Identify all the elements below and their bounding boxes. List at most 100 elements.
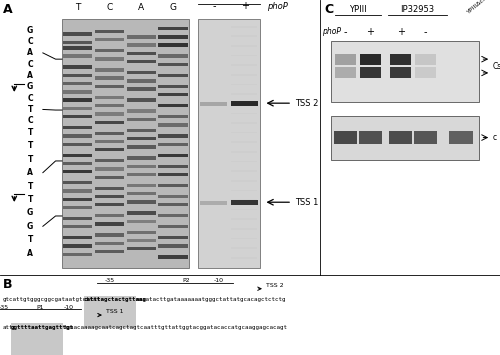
Text: T: T <box>75 4 80 12</box>
Bar <box>63 134 92 137</box>
Text: TSS 2: TSS 2 <box>266 283 283 288</box>
Bar <box>158 164 188 168</box>
Bar <box>95 250 124 253</box>
Bar <box>63 236 92 239</box>
Text: C: C <box>324 3 334 16</box>
Bar <box>231 200 258 205</box>
Bar <box>63 32 92 36</box>
Bar <box>231 45 258 47</box>
Text: C: C <box>28 37 33 46</box>
Bar <box>126 145 156 148</box>
Bar <box>231 180 258 181</box>
Bar <box>158 236 188 239</box>
Bar <box>231 161 258 162</box>
Bar <box>126 230 156 234</box>
Bar <box>198 19 260 268</box>
Bar <box>231 247 258 249</box>
Bar <box>231 228 258 230</box>
Bar <box>95 241 124 245</box>
Bar <box>231 93 258 95</box>
Bar <box>231 199 258 201</box>
Bar <box>126 129 156 132</box>
Text: -: - <box>212 1 216 11</box>
Bar <box>200 201 227 205</box>
Bar <box>95 233 124 236</box>
Bar <box>63 206 92 209</box>
Bar <box>95 148 124 151</box>
Bar <box>126 98 156 102</box>
Text: phoP: phoP <box>266 2 287 11</box>
Bar <box>126 219 156 223</box>
Bar <box>63 244 92 248</box>
Bar <box>95 76 124 80</box>
Bar <box>358 131 382 144</box>
Text: C: C <box>28 60 33 69</box>
Text: T: T <box>28 195 33 204</box>
Text: G: G <box>27 222 34 231</box>
Bar <box>95 195 124 198</box>
Bar <box>11 323 64 355</box>
Bar <box>63 46 92 50</box>
Bar <box>231 170 258 172</box>
Bar <box>126 52 156 55</box>
Bar <box>126 71 156 74</box>
Bar <box>231 103 258 104</box>
Bar <box>158 255 188 258</box>
Bar <box>332 41 478 102</box>
Bar <box>126 173 156 176</box>
Text: +: + <box>396 27 404 37</box>
Bar <box>231 36 258 37</box>
Bar <box>95 140 124 143</box>
Bar <box>63 107 92 110</box>
Text: C: C <box>28 94 33 103</box>
Bar <box>95 112 124 116</box>
Text: T: T <box>28 105 33 114</box>
Bar <box>63 126 92 129</box>
Text: T: T <box>28 127 33 137</box>
Bar <box>63 41 92 44</box>
Bar <box>63 98 92 102</box>
Bar <box>231 141 258 143</box>
Text: C: C <box>106 4 112 12</box>
Bar <box>231 26 258 27</box>
Bar <box>126 35 156 39</box>
Bar <box>158 203 188 206</box>
Bar <box>126 43 156 47</box>
Text: -: - <box>424 27 427 37</box>
Text: C: C <box>28 116 33 125</box>
Bar <box>415 54 436 65</box>
Text: tgaacaaaagcaatcagctagtcaatttgttattggtacggatacaccatgcaaggagcacagt: tgaacaaaagcaatcagctagtcaatttgttattggtacg… <box>64 324 288 330</box>
Bar <box>63 217 92 220</box>
Text: catttagctactgttaag: catttagctactgttaag <box>84 297 146 302</box>
Bar <box>415 67 436 78</box>
Bar <box>63 90 92 93</box>
Text: att: att <box>2 324 13 330</box>
Bar <box>95 131 124 135</box>
Text: -35: -35 <box>0 305 9 310</box>
Bar <box>334 131 357 144</box>
Bar <box>126 200 156 203</box>
Bar <box>126 118 156 121</box>
Text: P2: P2 <box>182 278 190 283</box>
Bar <box>95 38 124 41</box>
Bar <box>449 131 472 144</box>
Bar <box>126 60 156 63</box>
Bar <box>158 142 188 146</box>
Bar <box>158 134 188 137</box>
Bar <box>126 247 156 250</box>
Bar <box>231 101 258 106</box>
Bar <box>63 162 92 165</box>
Text: gtcattgtgggcggcgataatgtcttat: gtcattgtgggcggcgataatgtcttat <box>2 297 100 302</box>
Text: YPIIIΔcsrC: YPIIIΔcsrC <box>466 0 493 15</box>
Bar <box>231 190 258 191</box>
Bar <box>126 164 156 168</box>
Bar <box>95 222 124 226</box>
Text: TSS 1: TSS 1 <box>296 198 318 207</box>
Bar <box>200 102 227 106</box>
Bar <box>95 57 124 61</box>
Text: ggttttaattgagtttgt: ggttttaattgagtttgt <box>11 324 74 330</box>
Bar <box>126 87 156 91</box>
Text: P1: P1 <box>36 305 44 310</box>
Bar <box>84 296 136 328</box>
Bar <box>126 109 156 113</box>
